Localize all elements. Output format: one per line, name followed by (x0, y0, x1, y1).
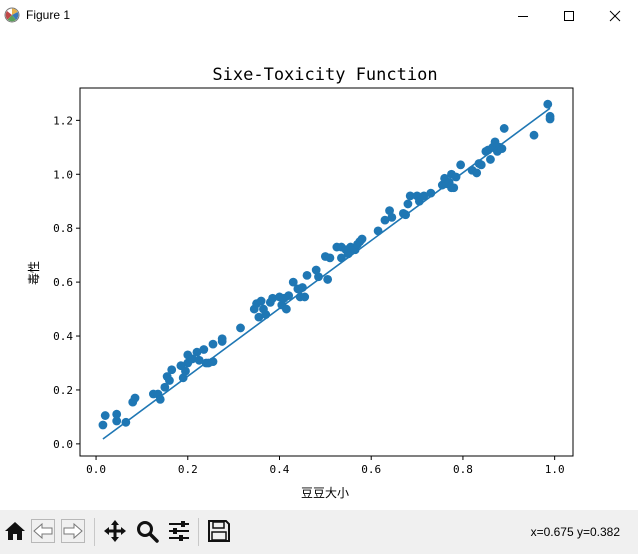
data-point (387, 213, 397, 222)
window-titlebar: Figure 1 (0, 0, 638, 32)
fit-line (102, 107, 551, 440)
toolbar-separator (198, 518, 199, 546)
data-point (100, 411, 110, 420)
close-icon (609, 10, 621, 22)
chart-title: Sixe-Toxicity Function (212, 65, 437, 85)
maximize-button[interactable] (546, 0, 592, 32)
data-point (155, 394, 165, 404)
y-tick-label: 0.6 (53, 276, 73, 289)
y-axis-ticks: 0.0 0.2 0.4 0.6 0.8 1.0 1.2 (53, 114, 80, 451)
save-button[interactable] (206, 518, 232, 544)
toolbar-separator (94, 518, 95, 546)
zoom-button[interactable] (134, 518, 160, 544)
data-point (167, 365, 177, 375)
matplotlib-app-icon (4, 7, 20, 23)
window-title: Figure 1 (26, 8, 71, 22)
cursor-coordinates: x=0.675 y=0.382 (530, 525, 620, 539)
x-tick-label: 0.0 (86, 463, 106, 476)
data-point (476, 160, 486, 170)
minimize-icon (518, 16, 528, 17)
data-point (456, 160, 466, 170)
data-point (254, 312, 264, 322)
data-point (302, 270, 312, 280)
data-point (192, 347, 202, 357)
data-point (187, 354, 197, 364)
data-point (178, 373, 188, 383)
data-point (472, 168, 482, 178)
data-point (261, 310, 271, 319)
data-point (98, 420, 108, 430)
data-point (181, 366, 190, 376)
data-point (357, 234, 367, 244)
close-button[interactable] (592, 0, 638, 32)
x-tick-label: 1.0 (545, 463, 565, 476)
forward-button[interactable] (60, 518, 86, 544)
y-tick-label: 1.0 (53, 168, 73, 181)
data-point (325, 253, 335, 263)
data-point (449, 183, 459, 193)
data-point (268, 293, 278, 303)
data-point (499, 124, 509, 133)
y-tick-label: 0.2 (53, 384, 73, 397)
maximize-icon (564, 11, 574, 21)
data-point (236, 323, 245, 333)
regression-line (102, 107, 551, 440)
data-point (112, 416, 122, 426)
pan-button[interactable] (102, 518, 128, 544)
back-button[interactable] (30, 518, 56, 544)
data-point (256, 296, 266, 306)
back-arrow-icon (31, 519, 55, 543)
data-point (405, 191, 415, 201)
data-point (165, 376, 174, 385)
data-point (199, 345, 209, 354)
data-point (529, 130, 539, 140)
save-icon (208, 520, 230, 542)
data-point (217, 334, 227, 344)
forward-arrow-icon (61, 519, 85, 543)
pan-icon (104, 520, 126, 542)
data-point (543, 99, 553, 109)
scatter-points (98, 99, 555, 430)
x-tick-label: 0.4 (270, 463, 290, 476)
y-axis-label: 毒性 (27, 261, 41, 285)
x-axis-label: 豆豆大小 (301, 486, 349, 500)
data-point (208, 339, 218, 349)
data-point (300, 292, 310, 302)
data-point (380, 215, 390, 225)
x-tick-label: 0.8 (453, 463, 473, 476)
navigation-toolbar: x=0.675 y=0.382 (0, 510, 638, 554)
data-point (311, 265, 321, 275)
home-icon (5, 522, 25, 540)
data-point (403, 199, 413, 209)
data-point (545, 114, 555, 124)
figure-canvas[interactable]: Sixe-Toxicity Function 豆豆大小 毒性 0.0 0.2 0.4… (0, 32, 638, 510)
data-point (419, 191, 429, 201)
data-point (160, 382, 170, 392)
data-point (284, 291, 294, 300)
zoom-icon (137, 521, 159, 543)
subplots-config-button[interactable] (166, 518, 192, 544)
data-point (281, 304, 291, 314)
data-point (288, 277, 298, 287)
y-tick-label: 0.8 (53, 222, 73, 235)
y-tick-label: 0.4 (53, 330, 73, 343)
y-tick-label: 0.0 (53, 438, 73, 451)
y-tick-label: 1.2 (53, 114, 73, 127)
data-point (385, 206, 394, 216)
x-tick-label: 0.6 (361, 463, 381, 476)
subplots-config-icon (169, 521, 189, 541)
data-point (194, 355, 204, 365)
x-tick-label: 0.2 (178, 463, 198, 476)
minimize-button[interactable] (500, 0, 546, 32)
data-point (323, 275, 333, 284)
data-point (112, 409, 122, 419)
scatter-chart: Sixe-Toxicity Function 豆豆大小 毒性 0.0 0.2 0.4… (27, 65, 574, 500)
data-point (130, 393, 140, 403)
data-point (486, 155, 495, 164)
x-axis-ticks: 0.0 0.2 0.4 0.6 0.8 1.0 (86, 456, 565, 476)
home-button[interactable] (2, 518, 28, 544)
